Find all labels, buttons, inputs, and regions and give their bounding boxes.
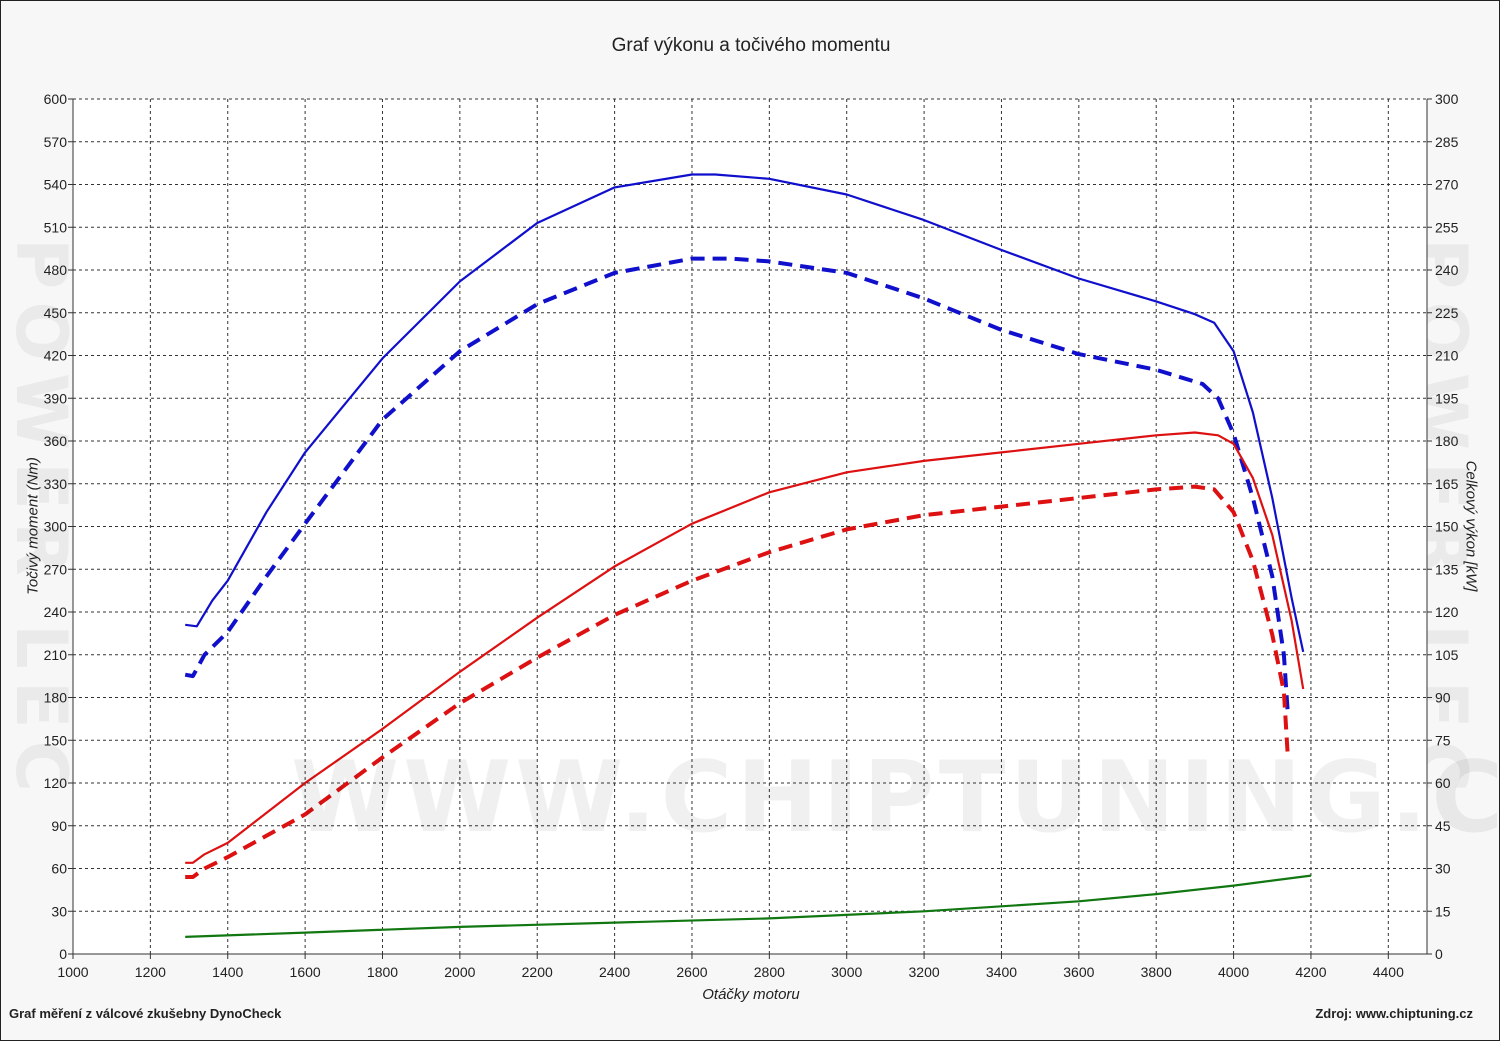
y-tick-label-right: 0	[1435, 946, 1443, 962]
x-tick-label: 4000	[1218, 964, 1249, 980]
y-tick-label-left: 420	[44, 348, 68, 364]
y-tick-label-right: 285	[1435, 134, 1459, 150]
y-tick-label-right: 300	[1435, 91, 1459, 107]
y-tick-label-left: 90	[51, 818, 67, 834]
y-tick-label-right: 15	[1435, 903, 1451, 919]
x-tick-label: 1600	[290, 964, 321, 980]
y-tick-label-right: 90	[1435, 690, 1451, 706]
series-line-torque-dashed	[184, 256, 1290, 712]
watermark: WWW.CHIPTUNING.CZ	[291, 741, 1500, 855]
y-tick-label-left: 150	[44, 732, 68, 748]
chart-title: Graf výkonu a točivého momentu	[611, 35, 891, 56]
x-tick-label: 2000	[444, 964, 475, 980]
y-tick-label-left: 180	[44, 690, 68, 706]
x-tick-label: 1000	[57, 964, 88, 980]
y-tick-label-left: 60	[51, 861, 67, 877]
y-tick-label-right: 270	[1435, 177, 1459, 193]
y-tick-label-right: 165	[1435, 476, 1459, 492]
y-tick-label-left: 300	[44, 519, 68, 535]
y-tick-label-right: 135	[1435, 561, 1459, 577]
y-tick-label-left: 240	[44, 604, 68, 620]
y-tick-label-left: 120	[44, 775, 68, 791]
y-tick-label-left: 360	[44, 433, 68, 449]
y-tick-label-left: 480	[44, 262, 68, 278]
footer-source-link: Zdroj: www.chiptuning.cz	[1315, 1006, 1473, 1021]
x-axis-label: Otáčky motoru	[702, 986, 800, 1003]
x-tick-label: 4400	[1373, 964, 1404, 980]
y-tick-label-left: 510	[44, 219, 68, 235]
x-tick-label: 2800	[754, 964, 785, 980]
x-tick-label: 3600	[1063, 964, 1094, 980]
footer-source-note: Graf měření z válcové zkušebny DynoCheck	[9, 1006, 282, 1021]
y-tick-label-right: 240	[1435, 262, 1459, 278]
y-tick-label-right: 180	[1435, 433, 1459, 449]
x-tick-label: 2400	[599, 964, 630, 980]
x-tick-label: 3800	[1141, 964, 1172, 980]
y-tick-label-left: 210	[44, 647, 68, 663]
x-tick-label: 3400	[986, 964, 1017, 980]
x-tick-label: 3000	[831, 964, 862, 980]
x-tick-label: 2600	[676, 964, 707, 980]
y-tick-label-right: 210	[1435, 348, 1459, 364]
y-tick-label-left: 330	[44, 476, 68, 492]
y-axis-label-right: Celkový výkon [kW]	[1462, 460, 1480, 592]
y-tick-label-right: 105	[1435, 647, 1459, 663]
y-tick-label-left: 270	[44, 561, 68, 577]
series-line-power-dashed	[185, 484, 1290, 879]
y-tick-label-right: 75	[1435, 732, 1451, 748]
y-tick-label-right: 195	[1435, 390, 1459, 406]
y-tick-label-left: 390	[44, 390, 68, 406]
y-tick-label-left: 30	[51, 903, 67, 919]
y-tick-label-left: 0	[59, 946, 67, 962]
series-line-loss-solid	[185, 874, 1312, 938]
x-tick-label: 1400	[212, 964, 243, 980]
y-tick-label-right: 255	[1435, 219, 1459, 235]
y-tick-label-right: 120	[1435, 604, 1459, 620]
y-tick-label-right: 30	[1435, 861, 1451, 877]
y-tick-label-left: 570	[44, 134, 68, 150]
x-tick-label: 1800	[367, 964, 398, 980]
x-tick-label: 2200	[522, 964, 553, 980]
y-tick-label-left: 540	[44, 177, 68, 193]
y-tick-label-left: 600	[44, 91, 68, 107]
y-tick-label-right: 150	[1435, 519, 1459, 535]
series-line-torque-solid	[185, 173, 1305, 653]
y-tick-label-right: 225	[1435, 305, 1459, 321]
series-line-power-solid	[185, 431, 1305, 864]
y-tick-label-right: 45	[1435, 818, 1451, 834]
x-tick-label: 4200	[1295, 964, 1326, 980]
x-tick-label: 3200	[909, 964, 940, 980]
y-tick-label-right: 60	[1435, 775, 1451, 791]
y-axis-label-left: Točivý moment (Nm)	[24, 457, 42, 595]
x-tick-label: 1200	[135, 964, 166, 980]
y-tick-label-left: 450	[44, 305, 68, 321]
